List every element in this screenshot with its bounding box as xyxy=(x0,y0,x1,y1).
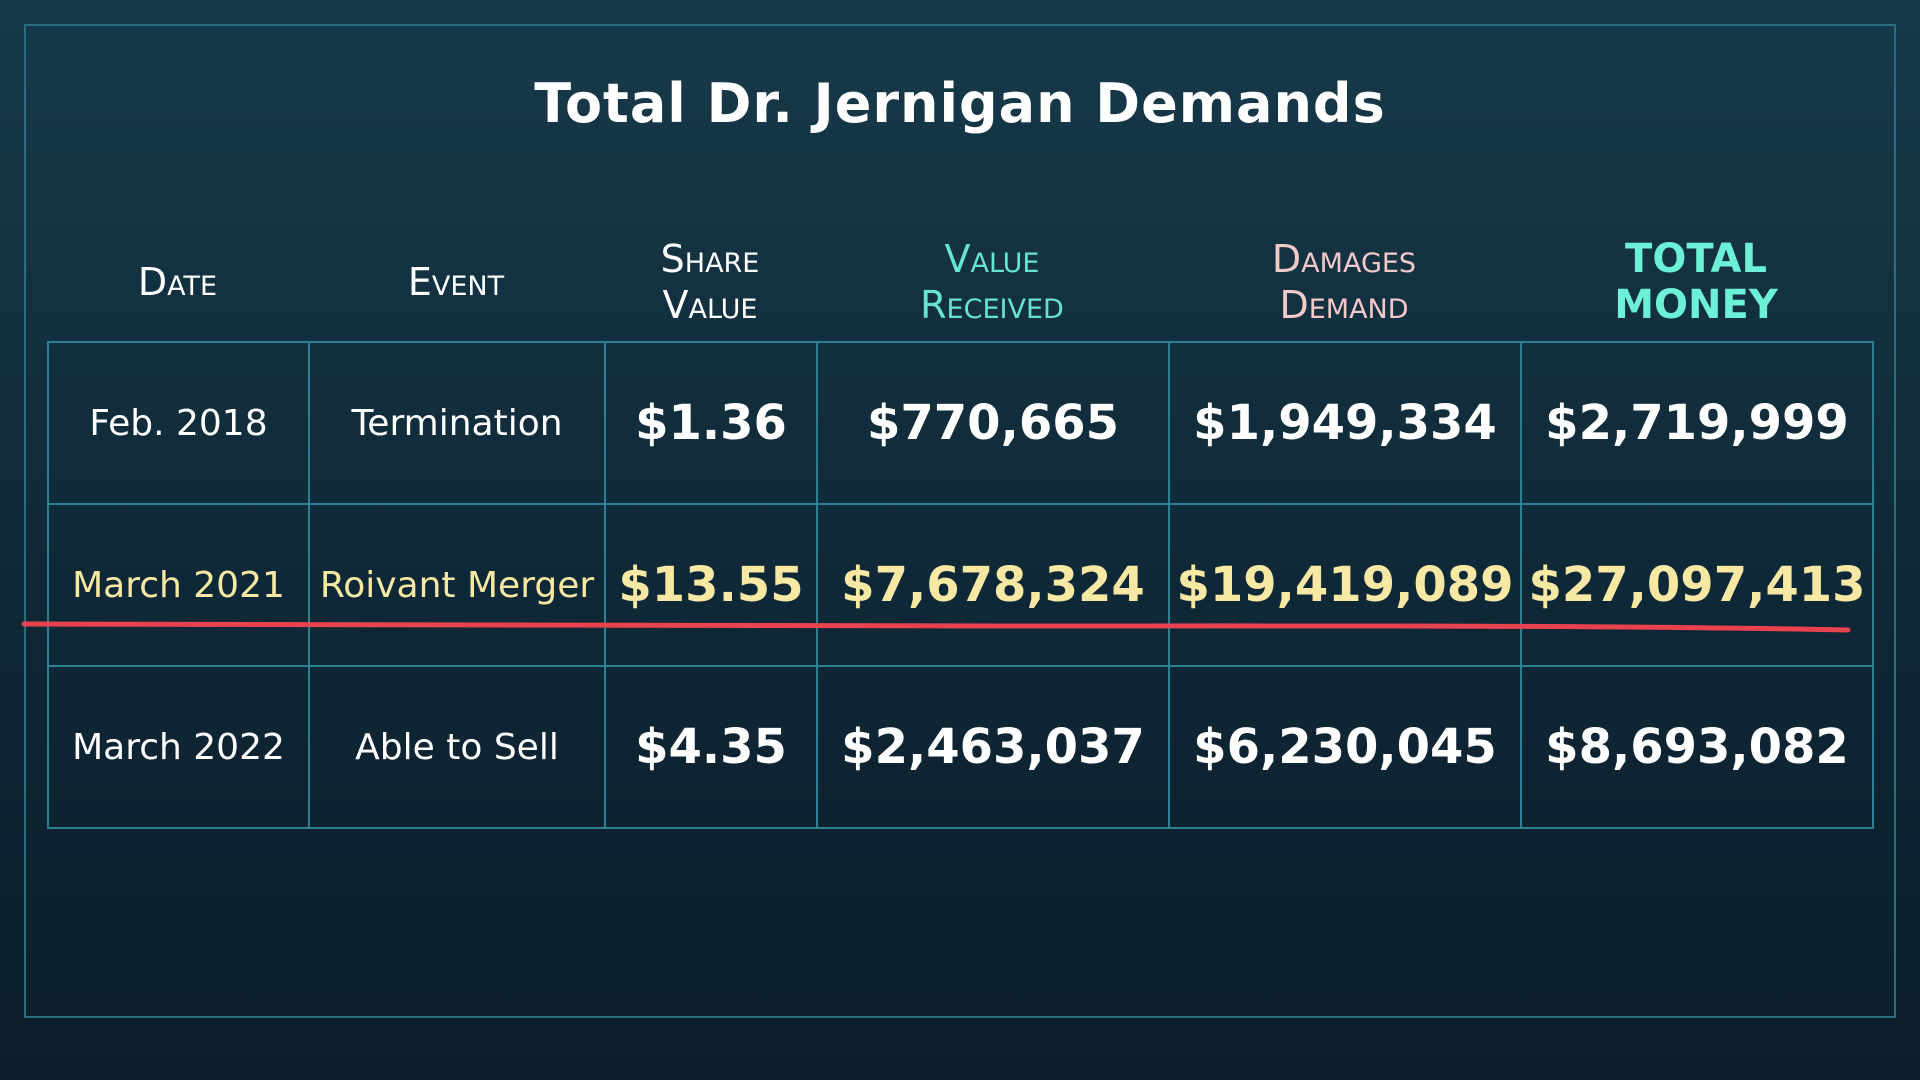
cell-value-received: $770,665 xyxy=(816,341,1170,505)
header-value-received: Value Received xyxy=(920,237,1064,327)
cell-date: March 2021 xyxy=(47,503,310,667)
cell-damages-demand: $1,949,334 xyxy=(1168,341,1522,505)
cell-share-value: $4.35 xyxy=(604,665,818,829)
cell-share-value: $13.55 xyxy=(604,503,818,667)
cell-date: Feb. 2018 xyxy=(47,341,310,505)
slide-frame xyxy=(24,24,1896,1018)
demands-table: Feb. 2018 Termination $1.36 $770,665 $1,… xyxy=(47,341,1874,829)
page-title: Total Dr. Jernigan Demands xyxy=(534,72,1386,135)
header-share-value: Share Value xyxy=(660,237,760,327)
cell-share-value: $1.36 xyxy=(604,341,818,505)
cell-damages-demand: $19,419,089 xyxy=(1168,503,1522,667)
cell-total-money: $8,693,082 xyxy=(1520,665,1874,829)
cell-event: Roivant Merger xyxy=(308,503,606,667)
header-event: Event xyxy=(407,260,505,304)
table-row-feb-2018: Feb. 2018 Termination $1.36 $770,665 $1,… xyxy=(47,341,1874,505)
cell-value-received: $7,678,324 xyxy=(816,503,1170,667)
header-date: Date xyxy=(137,260,218,304)
cell-date: March 2022 xyxy=(47,665,310,829)
header-damages-demand: Damages Demand xyxy=(1271,237,1417,327)
cell-event: Termination xyxy=(308,341,606,505)
cell-total-money: $2,719,999 xyxy=(1520,341,1874,505)
header-total-money: TOTAL MONEY xyxy=(1614,236,1778,328)
table-row-march-2021: March 2021 Roivant Merger $13.55 $7,678,… xyxy=(47,503,1874,667)
cell-total-money: $27,097,413 xyxy=(1520,503,1874,667)
cell-damages-demand: $6,230,045 xyxy=(1168,665,1522,829)
cell-event: Able to Sell xyxy=(308,665,606,829)
cell-value-received: $2,463,037 xyxy=(816,665,1170,829)
table-row-march-2022: March 2022 Able to Sell $4.35 $2,463,037… xyxy=(47,665,1874,829)
